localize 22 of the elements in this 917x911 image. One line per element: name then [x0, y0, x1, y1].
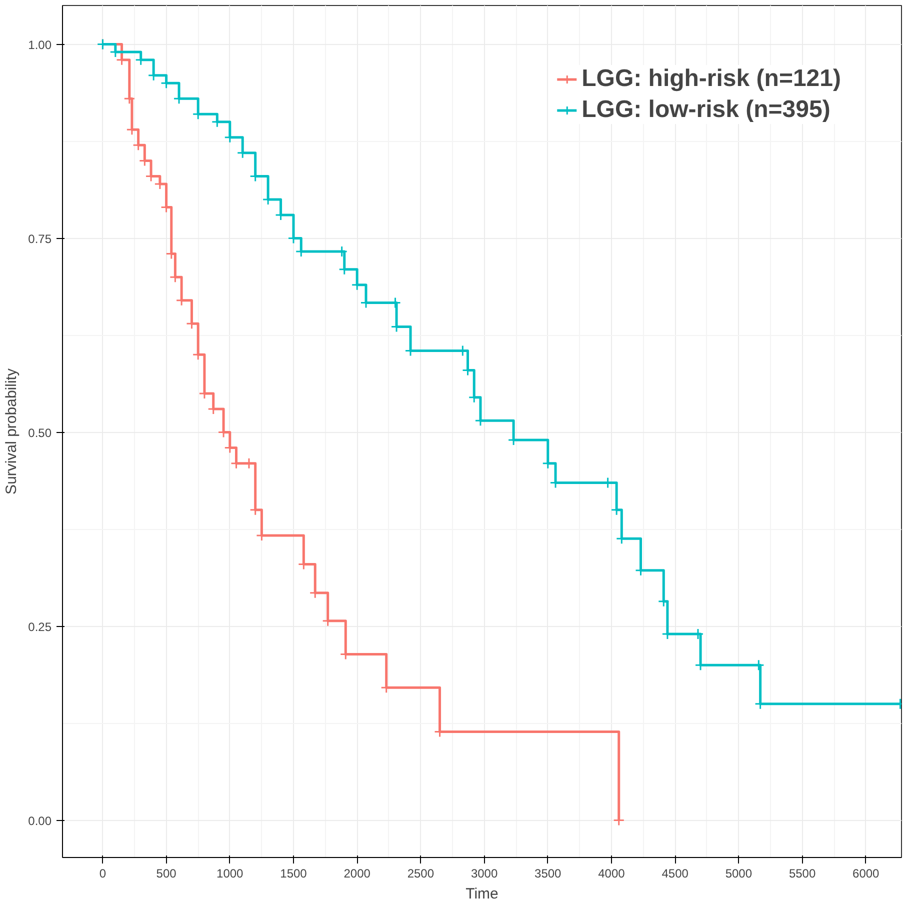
legend-label: LGG: low-risk (n=395): [582, 96, 830, 124]
y-tick-label: 0.25: [28, 620, 52, 634]
x-tick-label: 4000: [598, 866, 626, 880]
y-tick-label: 1.00: [28, 38, 52, 52]
x-tick-label: 4500: [662, 866, 689, 880]
y-tick-label: 0.75: [28, 232, 52, 246]
y-axis-title: Survival probability: [3, 368, 20, 494]
x-tick-label: 1500: [280, 866, 308, 880]
x-tick-label: 0: [99, 866, 106, 880]
legend-label: LGG: high-risk (n=121): [582, 65, 841, 93]
x-tick-label: 3500: [534, 866, 562, 880]
x-tick-label: 5000: [725, 866, 752, 880]
y-tick-label: 0.00: [28, 814, 52, 828]
x-tick-label: 2500: [407, 866, 434, 880]
x-tick-label: 6000: [852, 866, 880, 880]
y-tick-label: 0.50: [28, 426, 52, 440]
x-tick-label: 5500: [788, 866, 816, 880]
x-axis-title: Time: [466, 886, 498, 902]
x-tick-label: 500: [156, 866, 177, 880]
x-tick-label: 1000: [216, 866, 244, 880]
x-tick-label: 3000: [470, 866, 498, 880]
x-tick-label: 2000: [344, 866, 371, 880]
